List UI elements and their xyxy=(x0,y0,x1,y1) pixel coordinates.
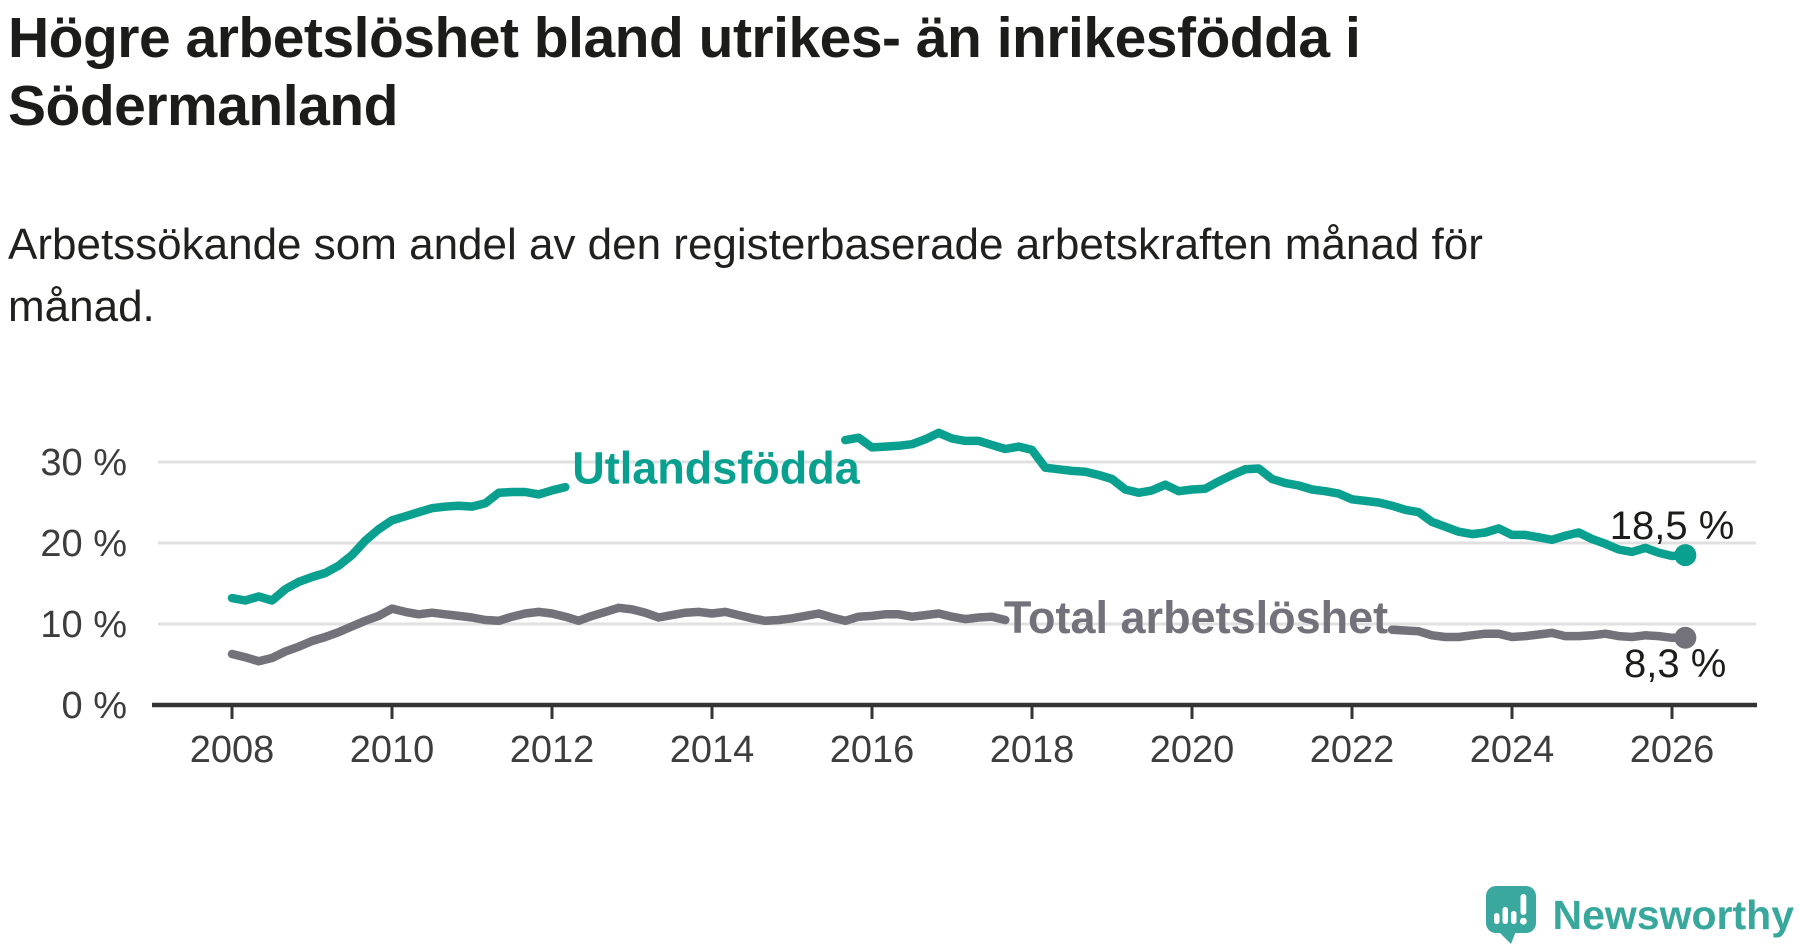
total-arbetsloshet-end-dot xyxy=(1674,626,1697,649)
newsworthy-logo-text: Newsworthy xyxy=(1552,891,1795,938)
utlandsfodda-line xyxy=(841,428,1690,561)
newsworthy-speech-bubble-bar-chart-icon xyxy=(1485,886,1536,944)
chart-subtitle-line2: månad. xyxy=(8,282,155,331)
x-tick-label: 2018 xyxy=(990,729,1075,771)
chart-subtitle-line1: Arbetssökande som andel av den registerb… xyxy=(8,220,1483,269)
x-tick-label: 2010 xyxy=(350,729,435,771)
x-tick-label: 2026 xyxy=(1630,729,1715,771)
page-title: Högre arbetslöshet bland utrikes- än inr… xyxy=(8,4,1648,140)
x-tick-label: 2008 xyxy=(190,729,275,771)
total-arbetsloshet-line xyxy=(227,603,1010,666)
utlandsfodda-end-value-label: 18,5 % xyxy=(1610,504,1735,548)
y-tick-label: 10 % xyxy=(40,604,127,646)
page-title-line2: Södermanland xyxy=(8,74,398,138)
x-tick-label: 2020 xyxy=(1150,729,1235,771)
y-tick-label: 20 % xyxy=(40,523,127,565)
total-arbetsloshet-line xyxy=(1387,625,1690,643)
page-title-line1: Högre arbetslöshet bland utrikes- än inr… xyxy=(8,6,1361,70)
utlandsfodda-line xyxy=(227,482,570,605)
newsworthy-logo: Newsworthy xyxy=(1485,886,1795,944)
total-arbetsloshet-end-value-label: 8,3 % xyxy=(1624,642,1726,686)
x-tick-label: 2012 xyxy=(510,729,595,771)
total-arbetsloshet-series-label: Total arbetslöshet xyxy=(1004,592,1388,643)
y-tick-label: 0 % xyxy=(62,685,127,727)
x-tick-label: 2014 xyxy=(670,729,755,771)
x-tick-label: 2022 xyxy=(1310,729,1395,771)
x-tick-label: 2016 xyxy=(830,729,915,771)
chart-subtitle: Arbetssökande som andel av den registerb… xyxy=(8,214,1708,338)
x-tick-label: 2024 xyxy=(1470,729,1555,771)
y-tick-label: 30 % xyxy=(40,442,127,484)
utlandsfodda-series-label: Utlandsfödda xyxy=(572,443,860,494)
utlandsfodda-end-dot xyxy=(1674,544,1697,567)
